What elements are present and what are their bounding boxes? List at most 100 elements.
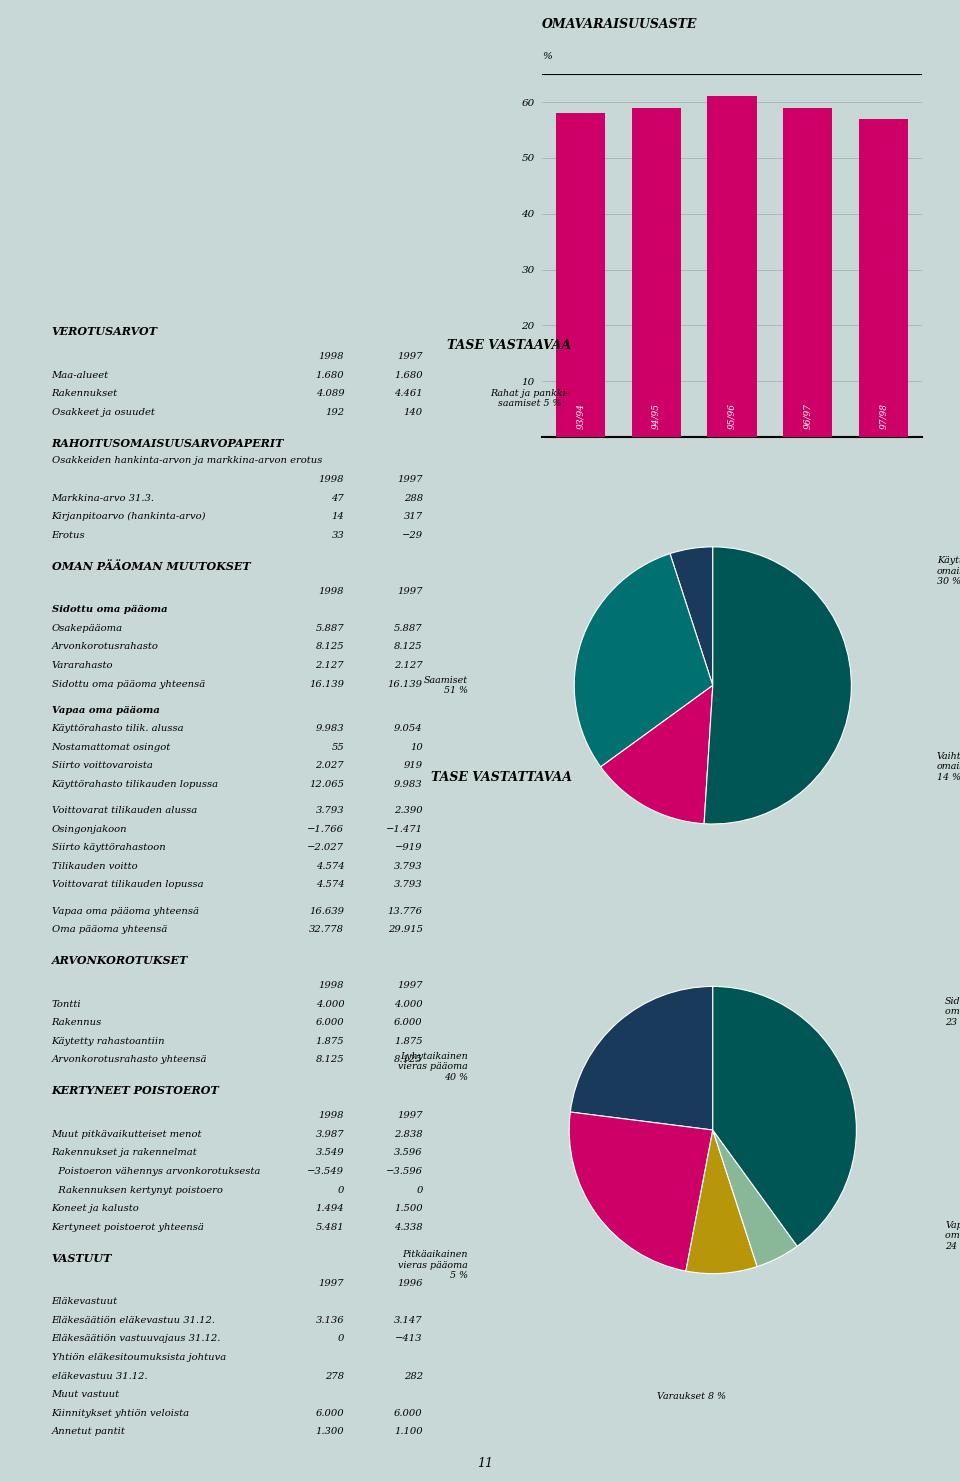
Text: 9.983: 9.983	[395, 780, 422, 788]
Text: Eläkesäätiön vastuuvajaus 31.12.: Eläkesäätiön vastuuvajaus 31.12.	[52, 1334, 221, 1343]
Text: Arvonkorotusrahasto: Arvonkorotusrahasto	[52, 642, 158, 652]
Text: 0: 0	[417, 1186, 422, 1194]
Bar	[632, 108, 681, 437]
Text: RAHOITUSOMAISUUSARVOPAPERIT: RAHOITUSOMAISUUSARVOPAPERIT	[52, 437, 284, 449]
Text: −3.549: −3.549	[307, 1166, 344, 1175]
Bar	[556, 113, 605, 437]
Text: Arvonkorotusrahasto yhteensä: Arvonkorotusrahasto yhteensä	[52, 1055, 207, 1064]
Text: Eläkesäätiön eläkevastuu 31.12.: Eläkesäätiön eläkevastuu 31.12.	[52, 1316, 215, 1325]
Text: −3.596: −3.596	[386, 1166, 422, 1175]
Text: −2.027: −2.027	[307, 843, 344, 852]
Text: Osakkeet ja osuudet: Osakkeet ja osuudet	[52, 408, 155, 416]
Text: Annetut pantit: Annetut pantit	[52, 1427, 126, 1436]
Text: 1.680: 1.680	[395, 370, 422, 379]
Text: 16.139: 16.139	[309, 680, 344, 689]
Text: Rahat ja pankki-
saamiset 5 %: Rahat ja pankki- saamiset 5 %	[490, 388, 569, 408]
Text: 1.300: 1.300	[316, 1427, 344, 1436]
Text: Käyttö-
omaisuus
30 %: Käyttö- omaisuus 30 %	[937, 556, 960, 587]
Text: 2.127: 2.127	[316, 661, 344, 670]
Text: 16.139: 16.139	[388, 680, 422, 689]
Text: 1998: 1998	[319, 1112, 344, 1120]
Text: 97/98: 97/98	[879, 403, 888, 428]
Text: 3.793: 3.793	[395, 880, 422, 889]
Text: Sidottu oma pääoma: Sidottu oma pääoma	[52, 605, 167, 614]
Text: VASTUUT: VASTUUT	[52, 1252, 112, 1264]
Text: 6.000: 6.000	[316, 1018, 344, 1027]
Text: Erotus: Erotus	[52, 531, 85, 539]
Text: 29.915: 29.915	[388, 925, 422, 934]
Text: 4.461: 4.461	[395, 390, 422, 399]
Text: Tontti: Tontti	[52, 999, 82, 1009]
Text: Yhtiön eläkesitoumuksista johtuva: Yhtiön eläkesitoumuksista johtuva	[52, 1353, 226, 1362]
Text: 8.125: 8.125	[316, 642, 344, 652]
Text: Rakennuksen kertynyt poistoero: Rakennuksen kertynyt poistoero	[52, 1186, 223, 1194]
Text: 3.136: 3.136	[316, 1316, 344, 1325]
Text: Rakennukset ja rakennelmat: Rakennukset ja rakennelmat	[52, 1149, 197, 1157]
Text: 4.000: 4.000	[316, 999, 344, 1009]
Text: Rakennukset: Rakennukset	[52, 390, 118, 399]
Wedge shape	[570, 987, 712, 1129]
Text: 282: 282	[403, 1371, 422, 1381]
Bar	[859, 119, 908, 437]
Text: 1998: 1998	[319, 981, 344, 990]
Wedge shape	[601, 685, 712, 824]
Text: 93/94: 93/94	[576, 403, 585, 428]
Text: 8.125: 8.125	[395, 1055, 422, 1064]
Text: 4.000: 4.000	[395, 999, 422, 1009]
Text: 1998: 1998	[319, 587, 344, 596]
Text: 2.127: 2.127	[395, 661, 422, 670]
Text: Varaukset 8 %: Varaukset 8 %	[658, 1392, 726, 1400]
Text: 94/95: 94/95	[652, 403, 660, 428]
Text: 2.838: 2.838	[395, 1129, 422, 1138]
Text: 13.776: 13.776	[388, 907, 422, 916]
Text: 3.793: 3.793	[395, 863, 422, 871]
Text: 16.639: 16.639	[309, 907, 344, 916]
Text: −413: −413	[396, 1334, 422, 1343]
Text: Vapaa oma pääoma: Vapaa oma pääoma	[52, 705, 159, 714]
Text: Oma pääoma yhteensä: Oma pääoma yhteensä	[52, 925, 167, 934]
Text: −1.471: −1.471	[386, 824, 422, 834]
Text: 1997: 1997	[397, 1112, 422, 1120]
Text: Pitkäaikainen
vieras pääoma
5 %: Pitkäaikainen vieras pääoma 5 %	[398, 1251, 468, 1280]
Text: Saamiset
51 %: Saamiset 51 %	[424, 676, 468, 695]
Text: 1.875: 1.875	[395, 1037, 422, 1046]
Text: Muut vastuut: Muut vastuut	[52, 1390, 120, 1399]
Text: 1997: 1997	[397, 587, 422, 596]
Text: 140: 140	[403, 408, 422, 416]
Wedge shape	[704, 547, 852, 824]
Text: 32.778: 32.778	[309, 925, 344, 934]
Text: 4.338: 4.338	[395, 1223, 422, 1232]
Text: 1.680: 1.680	[316, 370, 344, 379]
Text: 95/96: 95/96	[728, 403, 736, 428]
Text: 3.793: 3.793	[316, 806, 344, 815]
Text: 8.125: 8.125	[395, 642, 422, 652]
Text: 47: 47	[331, 494, 344, 502]
Text: Käytetty rahastoantiin: Käytetty rahastoantiin	[52, 1037, 165, 1046]
Text: −29: −29	[401, 531, 422, 539]
Text: 0: 0	[338, 1186, 344, 1194]
Text: Maa-alueet: Maa-alueet	[52, 370, 108, 379]
Text: Käyttörahasto tilik. alussa: Käyttörahasto tilik. alussa	[52, 725, 184, 734]
Text: 4.089: 4.089	[316, 390, 344, 399]
Text: Koneet ja kalusto: Koneet ja kalusto	[52, 1205, 139, 1214]
Text: Nostamattomat osingot: Nostamattomat osingot	[52, 742, 171, 751]
Text: eläkevastuu 31.12.: eläkevastuu 31.12.	[52, 1371, 147, 1381]
Wedge shape	[712, 1129, 797, 1267]
Text: Markkina-arvo 31.3.: Markkina-arvo 31.3.	[52, 494, 155, 502]
Text: 14: 14	[331, 513, 344, 522]
Text: %: %	[542, 52, 552, 61]
Text: 0: 0	[338, 1334, 344, 1343]
Text: 1996: 1996	[397, 1279, 422, 1288]
Text: Siirto voittovaroista: Siirto voittovaroista	[52, 762, 153, 771]
Text: Voittovarat tilikauden alussa: Voittovarat tilikauden alussa	[52, 806, 197, 815]
Text: Vapaa oma pääoma yhteensä: Vapaa oma pääoma yhteensä	[52, 907, 199, 916]
Text: 288: 288	[403, 494, 422, 502]
Text: Muut pitkävaikutteiset menot: Muut pitkävaikutteiset menot	[52, 1129, 202, 1138]
Text: 1997: 1997	[319, 1279, 344, 1288]
Text: 192: 192	[325, 408, 344, 416]
Text: 1997: 1997	[397, 353, 422, 362]
Text: 8.125: 8.125	[316, 1055, 344, 1064]
Text: Osakkeiden hankinta-arvon ja markkina-arvon erotus: Osakkeiden hankinta-arvon ja markkina-ar…	[52, 456, 322, 465]
Text: 2.390: 2.390	[395, 806, 422, 815]
Text: TASE VASTAAVAA: TASE VASTAAVAA	[447, 339, 571, 353]
